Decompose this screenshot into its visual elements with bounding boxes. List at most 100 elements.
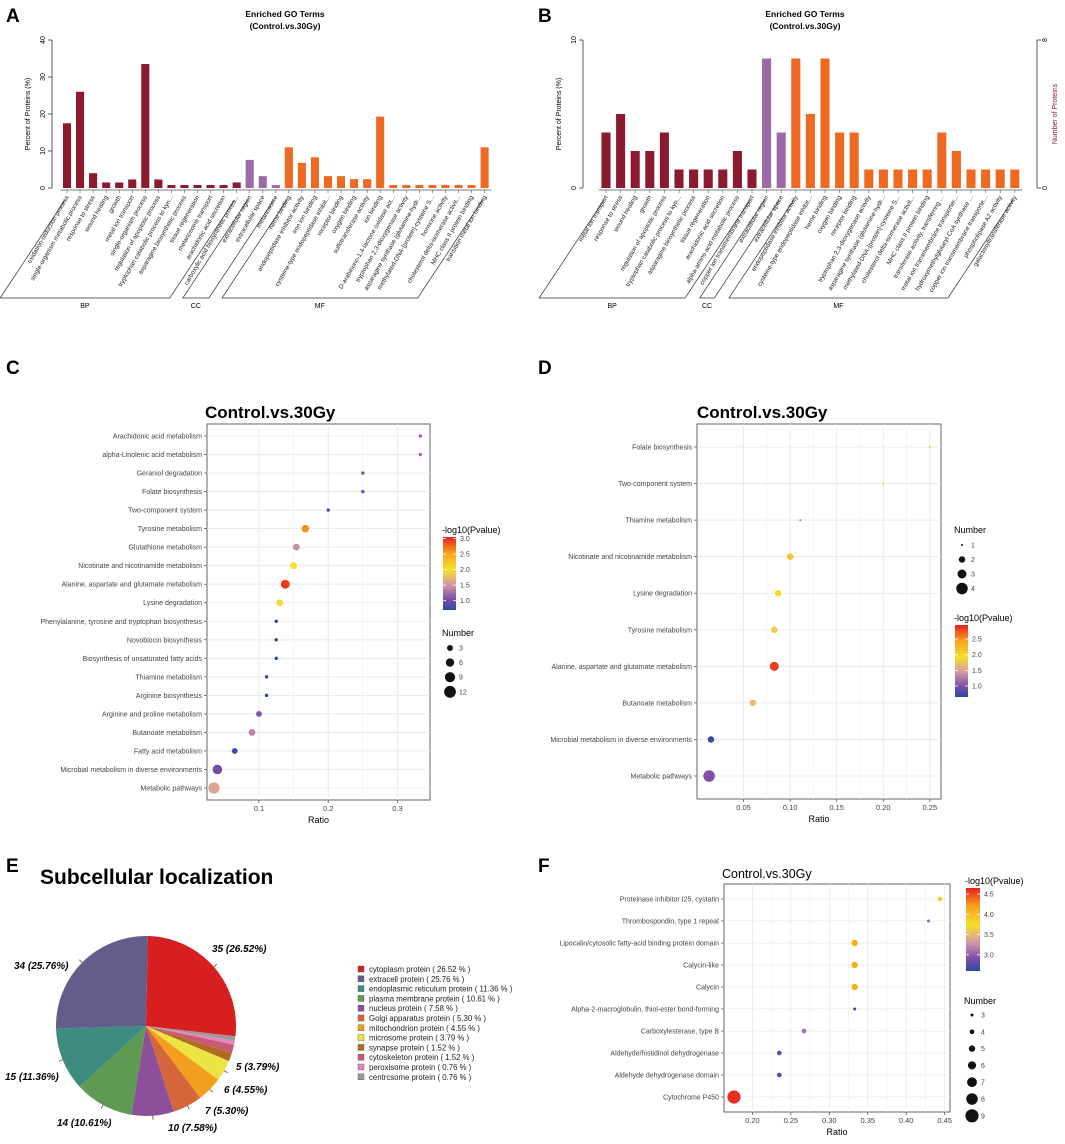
pie-label: 15 (11.36%) — [5, 1072, 59, 1083]
y-tick-label: Two-component system — [618, 481, 692, 488]
data-point — [882, 482, 885, 485]
bar-mf — [310, 157, 319, 188]
group-label: BP — [80, 303, 90, 310]
colorbar-tick-label: 4.0 — [984, 912, 994, 919]
panel-label-d: D — [538, 358, 552, 379]
legend-label: synapse protein ( 1.52 % ) — [369, 1043, 460, 1052]
bar-bp — [703, 169, 713, 188]
size-legend-label: 12 — [459, 689, 467, 696]
y-tick-label: Thrombospondin, type 1 repeat — [622, 919, 719, 926]
chart-B: Enriched GO Terms (Control.vs.30Gy) 0 10 Per… — [538, 9, 1059, 310]
y-tick-label: Thiamine metabolism — [135, 674, 202, 681]
size-legend-label: 6 — [981, 1063, 985, 1070]
pie-slice — [146, 1026, 232, 1062]
y-axis-label: Percent of Proteins (%) — [556, 78, 563, 150]
y-tick-label: Aldehyde/histidinol dehydrogenase — [610, 1051, 719, 1058]
pie-label: 6 (4.55%) — [224, 1085, 268, 1096]
bar-mf — [454, 185, 463, 188]
y-tick-label: Fatty acid metabolism — [134, 748, 202, 755]
size-legend-title: Number — [964, 996, 996, 1006]
group-bracket — [699, 199, 780, 299]
bar-mf — [864, 169, 874, 188]
bar-mf — [402, 185, 411, 188]
y-tick-label: Microbial metabolism in diverse environm… — [550, 737, 692, 744]
x-tick-label: 0.40 — [899, 1116, 914, 1125]
group-label: MF — [315, 303, 325, 310]
group-label: MF — [833, 303, 843, 310]
size-legend-dot — [966, 1093, 978, 1105]
y-tick-label: Arachidonic acid metabolism — [113, 434, 202, 441]
y-tick-label: Arginine and proline metabolism — [102, 711, 202, 718]
data-point — [851, 961, 858, 969]
data-point — [774, 589, 782, 597]
y-tick-label: 10 — [40, 147, 47, 155]
colorbar-tick-label: 1.5 — [972, 668, 982, 675]
y-tick-label: 0 — [40, 186, 47, 190]
bar-mf — [415, 185, 424, 188]
chart-subtitle: (Control.vs.30Gy) — [770, 21, 841, 31]
size-legend-label: 4 — [971, 586, 975, 593]
x-axis-label: Ratio — [826, 1127, 847, 1137]
chart-title: Subcellular localization — [40, 866, 273, 889]
bar-mf — [337, 176, 346, 188]
y-tick-label: Proteinase inhibitor I25, cystatin — [620, 897, 719, 904]
group-bracket — [182, 199, 275, 299]
y-tick-label: Butanoate metabolism — [622, 700, 692, 707]
y-tick-label: Alpha-2-macroglobulin, thiol-ester bond-… — [571, 1007, 719, 1014]
bar-mf — [467, 185, 476, 188]
colorbar-title: -log10(Pvalue) — [954, 613, 1013, 623]
pie-label-leader — [223, 1070, 228, 1073]
colorbar-tick-label: 1.5 — [460, 583, 470, 590]
colorbar-tick-label: 2.0 — [972, 652, 982, 659]
pie-label-leader — [100, 1104, 104, 1109]
pie-slice — [146, 1026, 235, 1045]
y-tick-label: Geraniol degradation — [137, 471, 202, 478]
y-axis-label: Percent of Proteins (%) — [25, 78, 32, 150]
colorbar-tick-label: 2.5 — [972, 637, 982, 644]
x-tick-label: 0.35 — [860, 1116, 875, 1125]
colorbar-tick-label: 4.5 — [984, 892, 994, 899]
bar-mf — [376, 116, 385, 188]
bar-mf — [791, 58, 801, 188]
chart-C: Control.vs.30Gy 0.1 0.2 0.3 Ratio Arachidonic… — [41, 403, 501, 825]
pie-slice — [56, 935, 148, 1029]
data-point — [361, 471, 365, 475]
data-point — [418, 452, 423, 457]
y-tick-label: Nicotinate and nicotinamide metabolism — [78, 563, 202, 570]
bar-mf — [951, 151, 961, 188]
y-tick-label: Folate biosynthesis — [632, 445, 692, 452]
size-legend-label: 1 — [971, 543, 975, 550]
size-legend-label: 3 — [459, 646, 463, 653]
colorbar-tick-label: 3.0 — [460, 536, 470, 543]
y-tick-label: Phenylalanine, tyrosine and tryptophan b… — [41, 619, 203, 626]
legend-label: microsome protein ( 3.79 % ) — [369, 1034, 469, 1043]
bar-bp — [747, 169, 757, 188]
bar-mf — [297, 162, 306, 188]
data-point — [776, 1050, 782, 1056]
bar-bp — [167, 185, 176, 188]
bar-mf — [820, 58, 830, 188]
y-tick-label: Tyrosine metabolism — [628, 627, 692, 634]
bar-mf — [441, 185, 450, 188]
x-tick-label: 0.25 — [784, 1116, 799, 1125]
x-tick-label: 0.1 — [254, 804, 264, 813]
data-point — [853, 1007, 857, 1011]
legend-label: peroxisome protein ( 0.76 % ) — [369, 1063, 472, 1072]
size-legend-dot — [961, 544, 963, 546]
data-point — [703, 770, 715, 782]
group-bracket — [538, 199, 751, 299]
bar-bp — [219, 185, 228, 188]
data-point — [280, 579, 290, 589]
bar-bp — [206, 185, 215, 188]
y-tick-label: 20 — [40, 110, 47, 118]
colorbar-tick-label: 2.0 — [460, 567, 470, 574]
chart-D: Control.vs.30Gy 0.05 0.10 0.15 0.20 0.25 Ratio… — [550, 403, 1012, 824]
data-point — [851, 939, 858, 947]
y-tick-label: 30 — [40, 73, 47, 81]
data-point — [418, 434, 423, 438]
chart-title: Enriched GO Terms — [765, 9, 844, 19]
pie-label: 35 (26.52%) — [212, 944, 267, 955]
colorbar-tick-label: 3.0 — [984, 952, 994, 959]
bar-mf — [922, 169, 932, 188]
